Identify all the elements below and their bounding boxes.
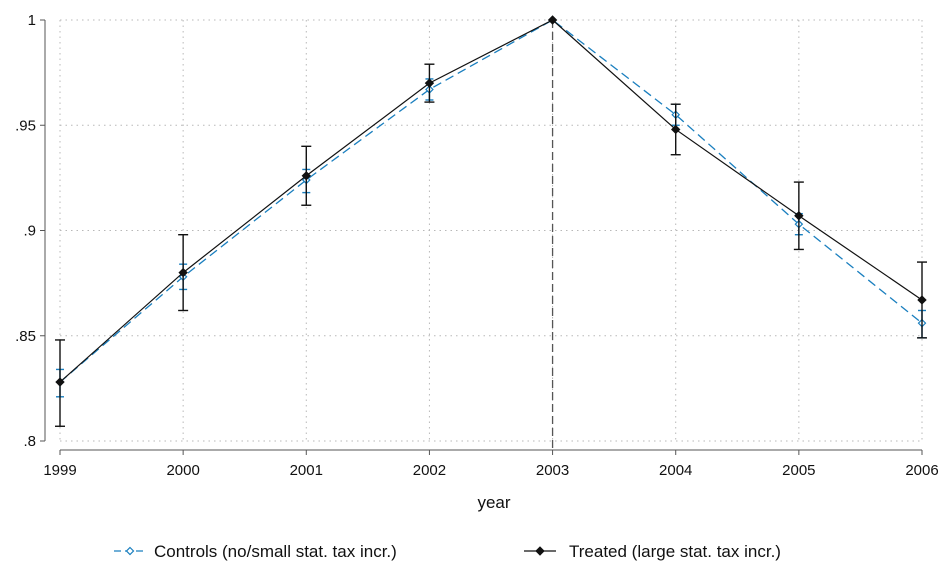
- y-tick-label-4: 1: [28, 12, 36, 29]
- controls-series-line: [59, 19, 923, 383]
- y-tick-label-3: .95: [15, 117, 36, 134]
- legend-swatch-marker-treated: [535, 546, 545, 556]
- x-tick-label-2: 2001: [290, 462, 323, 479]
- treated-point-2006: [917, 295, 927, 305]
- x-tick-label-7: 2006: [905, 462, 938, 479]
- legend-item-treated: Treated (large stat. tax incr.): [524, 542, 781, 561]
- legend-item-controls: Controls (no/small stat. tax incr.): [114, 542, 397, 561]
- x-tick-label-3: 2002: [413, 462, 446, 479]
- legend-label-controls: Controls (no/small stat. tax incr.): [154, 542, 397, 561]
- x-tick-label-1: 2000: [166, 462, 199, 479]
- y-tick-label-0: .8: [23, 433, 36, 450]
- x-tick-label-4: 2003: [536, 462, 569, 479]
- x-axis-title: year: [477, 493, 510, 512]
- treated-point-2001: [301, 171, 311, 181]
- x-tick-label-0: 1999: [43, 462, 76, 479]
- x-tick-label-6: 2005: [782, 462, 815, 479]
- treated-point-1999: [55, 377, 65, 387]
- x-tick-label-5: 2004: [659, 462, 692, 479]
- y-tick-label-1: .85: [15, 328, 36, 345]
- treated-point-2002: [424, 78, 435, 88]
- y-tick-label-2: .9: [23, 223, 36, 240]
- legend-swatch-marker-controls: [125, 546, 135, 556]
- treated-point-2000: [178, 267, 188, 278]
- grid-layer: [59, 19, 923, 442]
- axis-layer: .8 .85 .9 .95 1 1999 2000 2001 2002 2003 2004 2005 2…: [15, 12, 939, 479]
- legend: Controls (no/small stat. tax incr.) Treat…: [114, 542, 781, 561]
- treated-point-2004: [671, 124, 681, 135]
- legend-label-treated: Treated (large stat. tax incr.): [569, 542, 781, 561]
- treated-point-2005: [794, 211, 804, 221]
- series-layer: [55, 15, 927, 450]
- treated-series-line: [59, 19, 923, 383]
- treated-point-2003: [547, 15, 558, 25]
